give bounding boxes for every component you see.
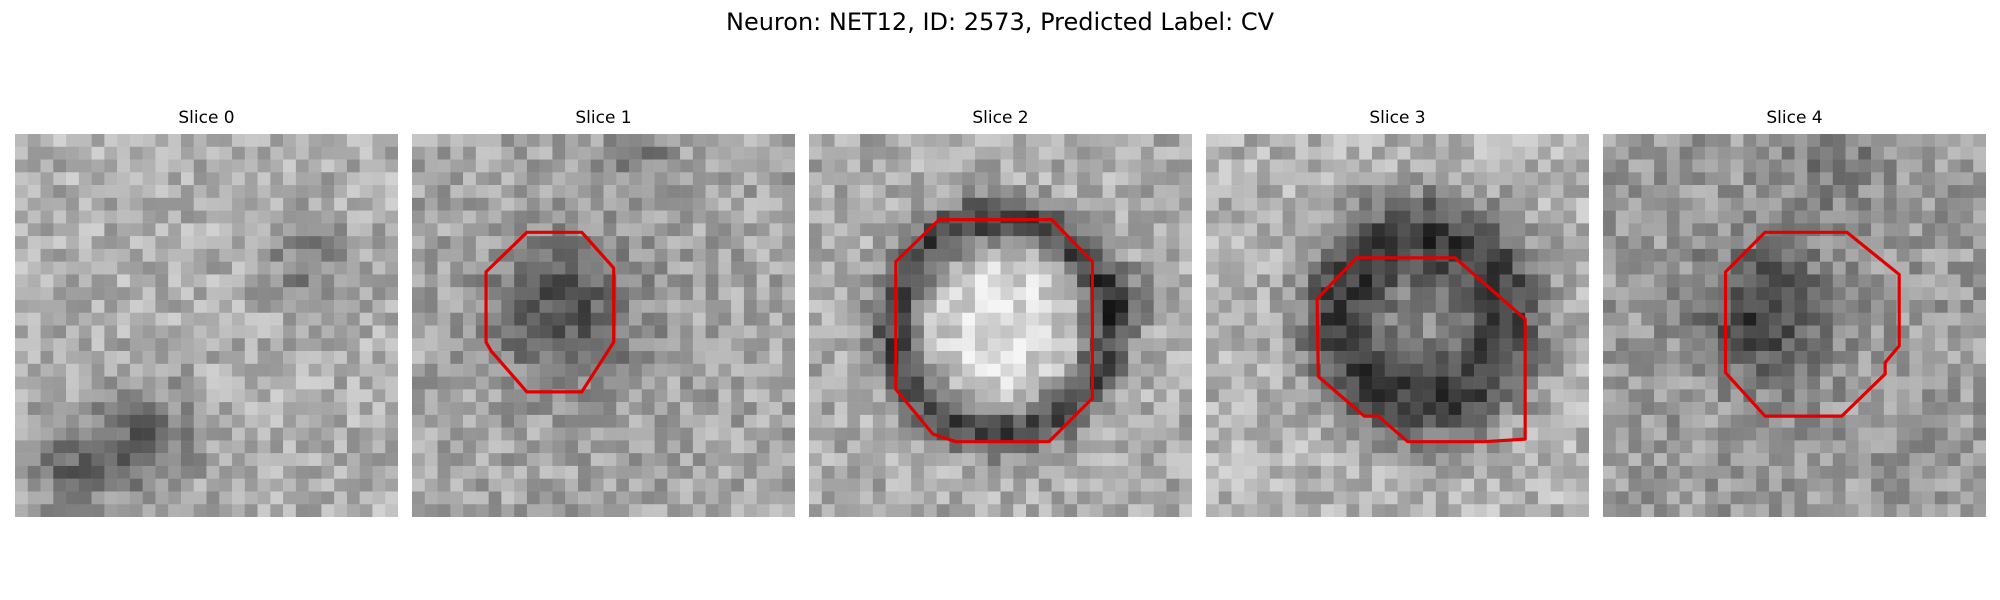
- contour-outline: [1723, 230, 1901, 418]
- pixel-grid: [15, 134, 398, 517]
- slice-image-1: [412, 134, 795, 517]
- figure-title: Neuron: NET12, ID: 2573, Predicted Label…: [726, 8, 1274, 36]
- slice-image-4: [1603, 134, 1986, 517]
- slice-title-1: Slice 1: [575, 108, 632, 128]
- slice-title-2: Slice 2: [972, 108, 1029, 128]
- slice-title-3: Slice 3: [1369, 108, 1426, 128]
- contour-outline: [1315, 256, 1527, 444]
- slice-image-3: [1206, 134, 1589, 517]
- pixel-grid: [809, 134, 1192, 517]
- contour-outline: [484, 230, 616, 394]
- slice-image-0: [15, 134, 398, 517]
- pixel-grid: [1206, 134, 1589, 517]
- pixel-grid: [412, 134, 795, 517]
- slice-title-4: Slice 4: [1766, 108, 1823, 128]
- contour-outline: [894, 217, 1095, 444]
- slice-title-0: Slice 0: [178, 108, 235, 128]
- pixel-grid: [1603, 134, 1986, 517]
- slice-image-2: [809, 134, 1192, 517]
